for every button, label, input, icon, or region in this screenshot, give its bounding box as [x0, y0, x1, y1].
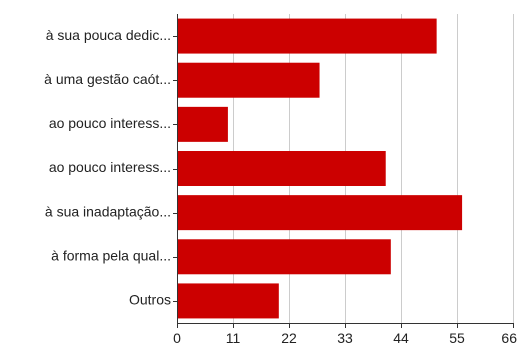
- x-tick-label-66: 66: [501, 330, 517, 346]
- category-label-4: ao pouco interess...: [49, 159, 171, 175]
- category-labels: à sua pouca dedic... à uma gestão caót...…: [44, 27, 171, 308]
- x-tick-label-44: 44: [393, 330, 409, 346]
- x-ticks: 0 11 22 33 44 55 66: [173, 323, 517, 346]
- bar-1[interactable]: [177, 18, 437, 54]
- bar-6[interactable]: [177, 239, 391, 275]
- bar-2[interactable]: [177, 62, 320, 98]
- x-tick-label-55: 55: [449, 330, 465, 346]
- x-tick-label-22: 22: [281, 330, 297, 346]
- category-label-3: ao pouco interess...: [49, 115, 171, 131]
- category-label-1: à sua pouca dedic...: [46, 27, 171, 43]
- x-tick-label-33: 33: [337, 330, 353, 346]
- category-label-2: à uma gestão caót...: [44, 71, 171, 87]
- category-label-5: à sua inadaptação...: [45, 203, 171, 219]
- bar-5[interactable]: [177, 195, 463, 231]
- bar-3[interactable]: [177, 106, 228, 142]
- category-label-6: à forma pela qual...: [51, 247, 171, 263]
- bars: [177, 18, 463, 319]
- x-tick-label-0: 0: [173, 330, 181, 346]
- bar-4[interactable]: [177, 151, 386, 186]
- category-label-7: Outros: [129, 292, 171, 308]
- bar-7[interactable]: [177, 283, 279, 319]
- x-tick-label-11: 11: [226, 330, 241, 346]
